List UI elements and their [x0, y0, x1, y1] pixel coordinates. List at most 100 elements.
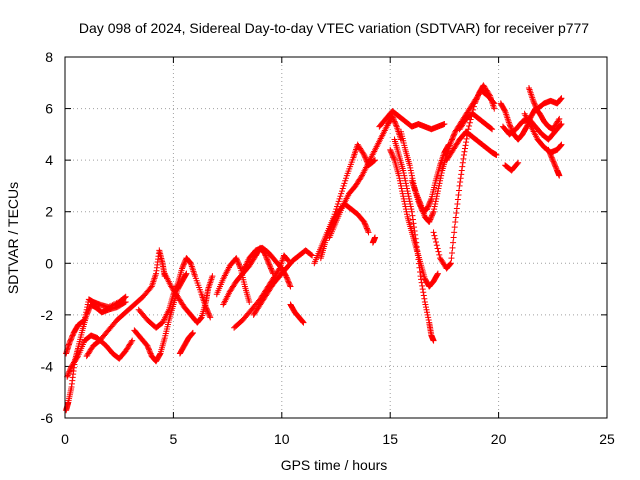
plus-marker — [286, 282, 293, 289]
plus-marker — [299, 318, 306, 325]
plus-marker — [173, 283, 180, 290]
plus-marker — [404, 185, 411, 192]
plus-marker — [410, 220, 417, 227]
plus-marker — [396, 175, 403, 182]
grid — [65, 57, 607, 418]
plus-marker — [550, 159, 557, 166]
plus-marker — [362, 222, 369, 229]
plus-marker — [300, 319, 307, 326]
plus-marker — [67, 336, 74, 343]
plus-marker — [363, 225, 370, 232]
plus-marker — [189, 329, 196, 336]
plus-marker — [403, 182, 410, 189]
plus-marker — [267, 264, 274, 271]
plus-marker — [205, 309, 212, 316]
plus-marker — [421, 298, 428, 305]
plus-marker — [341, 180, 348, 187]
plus-marker — [146, 346, 153, 353]
plus-marker — [372, 157, 379, 164]
plus-marker — [82, 311, 89, 318]
plus-marker — [147, 350, 154, 357]
plus-marker — [108, 302, 115, 309]
plus-marker — [364, 226, 371, 233]
plus-marker — [128, 338, 135, 345]
plus-marker — [66, 367, 73, 374]
plus-marker — [408, 172, 415, 179]
plus-marker — [452, 219, 459, 226]
plus-marker — [425, 317, 432, 324]
plus-marker — [74, 354, 81, 361]
plus-marker — [552, 163, 559, 170]
plus-marker — [456, 187, 463, 194]
plus-marker — [420, 292, 427, 299]
plus-marker — [532, 104, 539, 111]
plus-marker — [409, 212, 416, 219]
plus-marker — [557, 142, 564, 149]
plus-marker — [433, 242, 440, 249]
plus-marker — [422, 304, 429, 311]
plus-marker — [532, 102, 539, 109]
plus-marker — [402, 206, 409, 213]
plus-marker — [408, 206, 415, 213]
plus-marker — [362, 154, 369, 161]
plus-marker — [413, 190, 420, 197]
plot-frame — [64, 56, 608, 419]
plus-marker — [198, 315, 205, 322]
plus-marker — [450, 239, 457, 246]
plus-marker — [338, 188, 345, 195]
plus-marker — [407, 167, 414, 174]
plus-marker — [269, 268, 276, 275]
plus-marker — [416, 198, 423, 205]
y-tick-label: 6 — [45, 101, 53, 117]
plus-marker — [460, 155, 467, 162]
y-tick-label: -4 — [41, 358, 54, 374]
plus-marker — [556, 115, 563, 122]
plus-marker — [69, 333, 76, 340]
plus-marker — [414, 248, 421, 255]
plus-marker — [264, 256, 271, 263]
plus-marker — [545, 146, 552, 153]
plus-marker — [450, 133, 457, 140]
plus-marker — [558, 121, 565, 128]
plus-marker — [401, 198, 408, 205]
plus-marker — [434, 188, 441, 195]
plus-marker — [429, 211, 436, 218]
plus-marker — [430, 210, 437, 217]
plus-marker — [426, 219, 433, 226]
plus-marker — [534, 108, 541, 115]
plus-marker — [264, 257, 271, 264]
plus-marker — [423, 306, 430, 313]
plus-marker — [458, 167, 465, 174]
x-tick-label: 10 — [274, 431, 290, 447]
plus-marker — [551, 162, 558, 169]
plus-marker — [246, 298, 253, 305]
plus-marker — [309, 252, 316, 259]
plus-marker — [457, 179, 464, 186]
plus-marker — [287, 283, 294, 290]
plus-marker — [501, 107, 508, 114]
plus-marker — [422, 301, 429, 308]
plus-marker — [415, 195, 422, 202]
plus-marker — [549, 155, 556, 162]
plus-marker — [427, 216, 434, 223]
plus-marker — [432, 235, 439, 242]
plus-marker — [449, 244, 456, 251]
plus-marker — [234, 258, 241, 265]
plus-marker — [398, 185, 405, 192]
plus-marker — [424, 309, 431, 316]
x-tick-label: 25 — [599, 431, 615, 447]
plus-marker — [393, 122, 400, 129]
plus-marker — [145, 345, 152, 352]
plus-marker — [284, 275, 291, 282]
plus-marker — [434, 270, 441, 277]
plus-marker — [531, 101, 538, 108]
plus-marker — [400, 167, 407, 174]
plus-marker — [409, 216, 416, 223]
plus-marker — [435, 182, 442, 189]
plus-marker — [390, 154, 397, 161]
plus-marker — [182, 271, 189, 278]
plus-marker — [447, 260, 454, 267]
plus-marker — [401, 200, 408, 207]
plus-marker — [438, 170, 445, 177]
plus-marker — [67, 364, 74, 371]
